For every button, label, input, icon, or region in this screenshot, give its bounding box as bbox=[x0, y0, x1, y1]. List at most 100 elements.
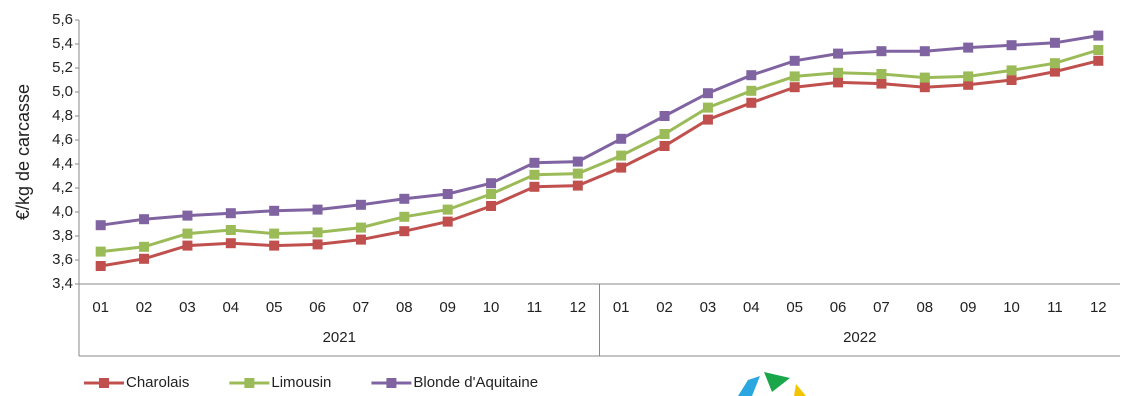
x-tick-label: 03 bbox=[179, 299, 196, 316]
series-line bbox=[100, 59, 1099, 268]
y-tick-label: 3,8 bbox=[52, 227, 73, 244]
point-marker bbox=[269, 228, 280, 239]
x-tick-label: 07 bbox=[873, 299, 890, 316]
point-marker bbox=[1049, 66, 1060, 77]
x-tick-label: 12 bbox=[1090, 299, 1107, 316]
point-marker bbox=[1006, 40, 1017, 51]
point-marker bbox=[399, 211, 410, 222]
point-marker bbox=[139, 241, 150, 252]
x-tick-label: 12 bbox=[569, 299, 586, 316]
point-marker bbox=[833, 48, 844, 59]
point-marker bbox=[659, 129, 670, 139]
x-tick-label: 03 bbox=[700, 299, 717, 316]
legend-label: Limousin bbox=[271, 374, 331, 391]
point-marker bbox=[95, 246, 106, 257]
point-marker bbox=[702, 114, 713, 125]
point-marker bbox=[789, 55, 800, 66]
point-marker bbox=[659, 141, 670, 151]
x-tick-label: 11 bbox=[1047, 299, 1063, 316]
x-tick-label: 04 bbox=[222, 299, 239, 316]
point-marker bbox=[529, 169, 540, 180]
point-marker bbox=[876, 46, 887, 57]
x-tick-label: 05 bbox=[266, 299, 283, 316]
point-marker bbox=[702, 102, 713, 113]
x-tick-label: 01 bbox=[92, 299, 109, 316]
y-tick-label: 5,2 bbox=[52, 59, 73, 76]
point-marker bbox=[746, 85, 757, 96]
y-axis-label: €/kg de carcasse bbox=[13, 84, 33, 220]
y-tick-label: 5,4 bbox=[52, 35, 73, 52]
group-label: 2021 bbox=[323, 329, 356, 346]
x-tick-label: 09 bbox=[960, 299, 977, 316]
x-tick-label: 06 bbox=[309, 299, 326, 316]
point-marker bbox=[746, 70, 757, 81]
point-marker bbox=[1049, 37, 1060, 48]
y-tick-label: 4,6 bbox=[52, 131, 73, 148]
x-tick-label: 09 bbox=[439, 299, 456, 316]
x-tick-label: 06 bbox=[830, 299, 847, 316]
point-marker bbox=[1093, 30, 1104, 41]
point-marker bbox=[616, 150, 627, 161]
point-marker bbox=[486, 189, 497, 199]
point-marker bbox=[1006, 75, 1017, 85]
point-marker bbox=[182, 240, 193, 251]
point-marker bbox=[486, 201, 497, 211]
point-marker bbox=[572, 156, 583, 167]
point-marker bbox=[1049, 58, 1060, 69]
point-marker bbox=[355, 199, 366, 210]
point-marker bbox=[182, 228, 193, 239]
legend-label: Charolais bbox=[126, 374, 189, 391]
legend-label: Blonde d'Aquitaine bbox=[413, 374, 538, 391]
point-marker bbox=[919, 72, 930, 83]
point-marker bbox=[529, 157, 540, 168]
y-tick-label: 4,8 bbox=[52, 107, 73, 124]
y-tick-label: 5,6 bbox=[52, 11, 73, 28]
point-marker bbox=[572, 180, 583, 191]
point-marker bbox=[355, 234, 366, 245]
group-label: 2022 bbox=[843, 329, 876, 346]
x-tick-label: 07 bbox=[353, 299, 370, 316]
x-tick-label: 04 bbox=[743, 299, 760, 316]
point-marker bbox=[312, 239, 323, 250]
y-tick-label: 5,0 bbox=[52, 83, 73, 100]
x-tick-label: 10 bbox=[483, 299, 500, 316]
y-tick-label: 4,4 bbox=[52, 155, 73, 172]
x-tick-label: 05 bbox=[786, 299, 803, 316]
point-marker bbox=[399, 193, 410, 204]
point-marker bbox=[399, 226, 410, 237]
legend-marker bbox=[244, 378, 255, 388]
point-marker bbox=[225, 208, 236, 219]
x-tick-label: 10 bbox=[1003, 299, 1020, 316]
point-marker bbox=[616, 133, 627, 144]
logo bbox=[738, 372, 806, 396]
y-tick-label: 3,4 bbox=[52, 275, 73, 292]
point-marker bbox=[442, 216, 453, 227]
point-marker bbox=[312, 204, 323, 215]
point-marker bbox=[963, 79, 974, 90]
point-marker bbox=[746, 97, 757, 108]
point-marker bbox=[442, 189, 453, 199]
point-marker bbox=[225, 238, 236, 249]
point-marker bbox=[1093, 45, 1104, 55]
point-marker bbox=[919, 46, 930, 57]
series-line bbox=[100, 34, 1099, 227]
x-tick-label: 02 bbox=[136, 299, 153, 316]
x-tick-label: 02 bbox=[656, 299, 673, 316]
point-marker bbox=[182, 210, 193, 221]
x-tick-label: 08 bbox=[916, 299, 933, 316]
y-tick-label: 4,0 bbox=[52, 203, 73, 220]
point-marker bbox=[355, 222, 366, 233]
point-marker bbox=[312, 227, 323, 238]
point-marker bbox=[919, 82, 930, 93]
point-marker bbox=[963, 71, 974, 82]
point-marker bbox=[789, 71, 800, 82]
point-marker bbox=[139, 253, 150, 264]
legend-marker bbox=[386, 378, 397, 388]
point-marker bbox=[95, 261, 106, 271]
point-marker bbox=[963, 42, 974, 53]
point-marker bbox=[486, 178, 497, 189]
y-tick-label: 4,2 bbox=[52, 179, 73, 196]
point-marker bbox=[833, 77, 844, 88]
series-line bbox=[100, 48, 1099, 254]
